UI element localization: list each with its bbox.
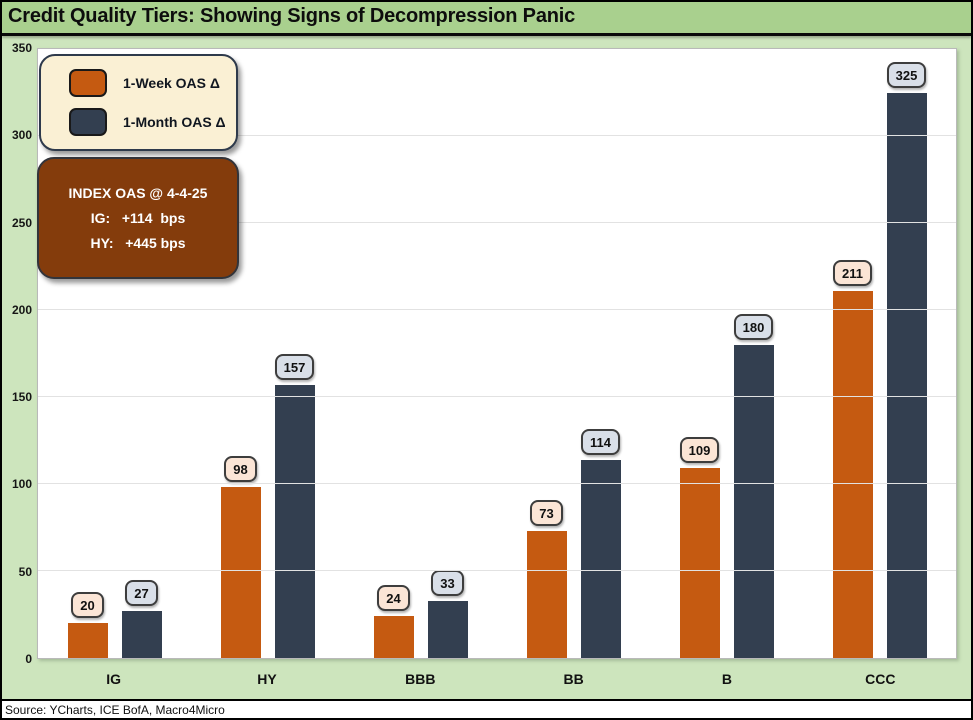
category-label: IG xyxy=(106,671,122,687)
value-label: 98 xyxy=(224,456,257,483)
value-label: 27 xyxy=(125,580,158,607)
bar xyxy=(886,92,927,658)
bar-column: 325 xyxy=(886,49,927,658)
legend-label: 1-Month OAS Δ xyxy=(123,114,226,130)
legend-swatch-orange xyxy=(69,69,107,97)
bar-column: 211 xyxy=(832,49,873,658)
bar xyxy=(67,623,108,658)
value-label: 24 xyxy=(377,585,410,612)
bar-group: 73 114 xyxy=(497,49,650,658)
bar-column: 33 xyxy=(427,49,468,658)
value-label: 73 xyxy=(530,499,563,526)
legend-box: 1-Week OAS Δ 1-Month OAS Δ xyxy=(39,54,238,151)
chart-title: Credit Quality Tiers: Showing Signs of D… xyxy=(8,5,576,27)
y-tick-label: 200 xyxy=(11,302,32,317)
y-tick-label: 0 xyxy=(25,652,32,666)
bar xyxy=(274,384,315,658)
value-label: 211 xyxy=(833,259,872,286)
y-tick-label: 50 xyxy=(18,564,32,579)
y-tick-label: 250 xyxy=(11,215,32,230)
legend-label: 1-Week OAS Δ xyxy=(123,75,220,91)
title-bar: Credit Quality Tiers: Showing Signs of D… xyxy=(2,2,971,36)
category-label: HY xyxy=(257,671,277,687)
bar xyxy=(733,344,774,658)
info-box-hy-line: HY: +445 bps xyxy=(90,235,186,252)
plot-area: 20 27 98 157 24 33 73 114 109 180 211 325 xyxy=(37,48,957,659)
bar xyxy=(832,290,873,658)
y-tick-label: 100 xyxy=(11,477,32,492)
info-box-heading: INDEX OAS @ 4-4-25 xyxy=(68,184,208,201)
bar-column: 98 xyxy=(220,49,261,658)
bar-groups: 20 27 98 157 24 33 73 114 109 180 211 325 xyxy=(38,49,956,658)
bar-column: 24 xyxy=(373,49,414,658)
y-tick-label: 350 xyxy=(11,41,32,55)
category-label: BB xyxy=(563,671,584,687)
bar-group: 24 33 xyxy=(344,49,497,658)
gridline xyxy=(38,570,956,571)
bar xyxy=(220,487,261,658)
bar-column: 73 xyxy=(526,49,567,658)
bar-column: 114 xyxy=(580,49,621,658)
category-label: CCC xyxy=(865,671,896,687)
bar-column: 109 xyxy=(679,49,720,658)
gridline xyxy=(38,396,956,397)
y-tick-label: 300 xyxy=(11,128,32,143)
bar xyxy=(580,459,621,658)
bar xyxy=(373,616,414,658)
source-strip: Source: YCharts, ICE BofA, Macro4Micro xyxy=(2,699,971,718)
bar-group: 211 325 xyxy=(803,49,956,658)
y-tick-label: 150 xyxy=(11,390,32,405)
bar xyxy=(121,611,162,658)
index-oas-info-box: INDEX OAS @ 4-4-25 IG: +114 bps HY: +445… xyxy=(37,157,239,279)
y-axis: 0 50 100 150 200 250 300 350 xyxy=(2,42,33,665)
bar-column: 157 xyxy=(274,49,315,658)
bar xyxy=(679,468,720,658)
value-label: 180 xyxy=(733,313,774,340)
bar-column: 20 xyxy=(67,49,108,658)
bar-group: 98 157 xyxy=(191,49,344,658)
value-label: 114 xyxy=(581,428,620,455)
bar-column: 27 xyxy=(121,49,162,658)
category-label: B xyxy=(721,671,733,687)
value-label: 325 xyxy=(886,61,927,88)
category-label: BBB xyxy=(405,671,436,687)
info-box-ig-line: IG: +114 bps xyxy=(90,209,186,226)
legend-item-week: 1-Week OAS Δ xyxy=(69,69,226,97)
gridline xyxy=(38,135,956,136)
value-label: 20 xyxy=(71,592,104,619)
gridline xyxy=(38,222,956,223)
value-label: 109 xyxy=(679,437,720,464)
bar-column: 180 xyxy=(733,49,774,658)
legend-item-month: 1-Month OAS Δ xyxy=(69,108,226,136)
bar xyxy=(427,600,468,658)
gridline xyxy=(38,483,956,484)
value-label: 157 xyxy=(274,353,315,380)
legend-swatch-navy xyxy=(69,108,107,136)
gridline xyxy=(38,309,956,310)
bar-group: 109 180 xyxy=(650,49,803,658)
category-axis: IG HY BBB BB B CCC xyxy=(37,659,957,699)
value-label: 33 xyxy=(431,569,464,596)
source-text: Source: YCharts, ICE BofA, Macro4Micro xyxy=(5,702,225,717)
bar xyxy=(526,530,567,658)
bar-group: 20 27 xyxy=(38,49,191,658)
